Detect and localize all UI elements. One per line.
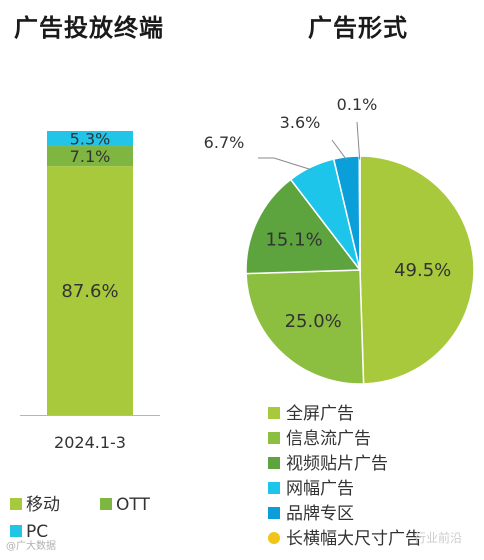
pie-legend-label-3: 网幅广告 bbox=[286, 479, 354, 499]
bar-label-0: 87.6% bbox=[61, 281, 118, 302]
pie-slice-0 bbox=[359, 155, 475, 385]
pie-leader-4 bbox=[331, 139, 348, 161]
bar-legend-swatch-2 bbox=[10, 525, 22, 537]
pie-label-0: 49.5% bbox=[394, 260, 451, 281]
pie-slice-1 bbox=[245, 269, 365, 385]
pie-legend-label-5: 长横幅大尺寸广告 bbox=[286, 529, 422, 549]
pie-label-5: 0.1% bbox=[337, 95, 378, 114]
watermark-2: 行业前沿 bbox=[413, 531, 462, 545]
pie-label-2: 15.1% bbox=[265, 230, 322, 251]
pie-label-4: 3.6% bbox=[280, 113, 321, 132]
pie-label-3: 6.7% bbox=[204, 133, 245, 152]
watermark: @广大数据 bbox=[6, 541, 56, 552]
pie-legend-swatch-0 bbox=[268, 407, 280, 419]
bar-legend-label-1: OTT bbox=[116, 495, 150, 515]
pie-legend-swatch-2 bbox=[268, 457, 280, 469]
bar-legend-label-0: 移动 bbox=[26, 495, 60, 515]
pie-slice-2 bbox=[245, 178, 362, 275]
bar-label-2: 5.3% bbox=[70, 129, 111, 148]
pie-legend-swatch-3 bbox=[268, 482, 280, 494]
pie-chart-title: 广告形式 bbox=[308, 14, 408, 42]
pie-legend-label-2: 视频贴片广告 bbox=[286, 454, 388, 474]
pie-slice-5 bbox=[358, 155, 361, 271]
pie-legend-swatch-1 bbox=[268, 432, 280, 444]
bar-chart-title: 广告投放终端 bbox=[14, 14, 164, 42]
pie-legend-label-1: 信息流广告 bbox=[286, 429, 371, 449]
bar-legend-label-2: PC bbox=[26, 522, 48, 542]
bar-segment-0 bbox=[47, 166, 133, 415]
pie-legend-swatch-4 bbox=[268, 507, 280, 519]
bar-segment-1 bbox=[47, 146, 133, 167]
pie-legend-swatch-5 bbox=[268, 532, 280, 544]
bar-label-1: 7.1% bbox=[70, 147, 111, 166]
bar-category-label: 2024.1-3 bbox=[54, 433, 126, 452]
pie-leader-5 bbox=[356, 121, 361, 160]
pie-leader-3 bbox=[258, 157, 313, 171]
pie-legend-label-4: 品牌专区 bbox=[286, 504, 354, 524]
bar-segment-2 bbox=[47, 131, 133, 147]
pie-label-1: 25.0% bbox=[285, 311, 342, 332]
bar-legend-swatch-1 bbox=[100, 498, 112, 510]
pie-legend-label-0: 全屏广告 bbox=[286, 404, 354, 424]
bar-legend-swatch-0 bbox=[10, 498, 22, 510]
